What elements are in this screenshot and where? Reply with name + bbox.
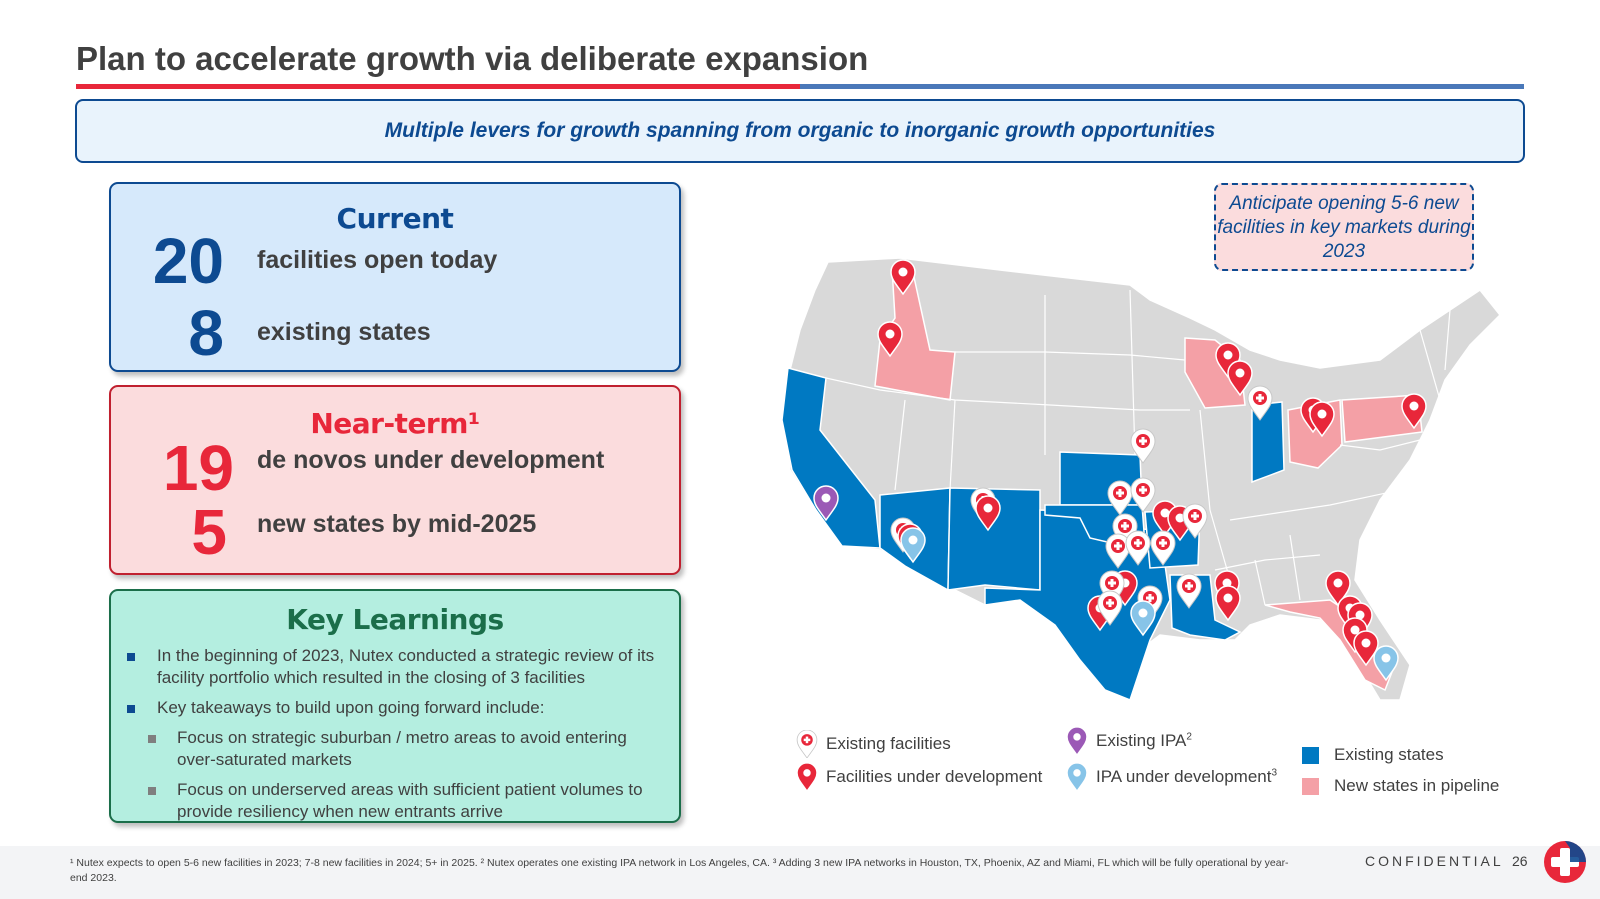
growth-banner: Multiple levers for growth spanning from… (75, 99, 1525, 163)
page-number: 26 (1512, 853, 1528, 869)
list-item: Focus on underserved areas with sufficie… (125, 779, 665, 823)
existing-ipa-pin-icon (1066, 727, 1088, 755)
list-item: Key takeaways to build upon going forwar… (125, 697, 665, 719)
legend-label: Facilities under development (826, 767, 1043, 786)
key-learnings-card: Key Learnings In the beginning of 2023, … (109, 589, 681, 823)
facility-dev-pin-icon (796, 763, 818, 791)
anticipate-callout: Anticipate opening 5-6 new facilities in… (1214, 183, 1474, 271)
existing-states-count: 8 (188, 297, 224, 369)
state-new-mexico (947, 487, 1041, 591)
facilities-open-count: 20 (152, 225, 224, 297)
state-borders (825, 289, 1451, 606)
legend-existing-facilities: Existing facilities (796, 730, 951, 758)
de-novos-count: 19 (162, 432, 234, 504)
legend-existing-states: Existing states (1302, 745, 1444, 765)
new-states-count: 5 (191, 496, 227, 568)
existing-states-label: existing states (257, 318, 431, 346)
legend-label: Existing facilities (826, 734, 951, 753)
legend-ipa-under-development: IPA under development3 (1066, 763, 1277, 791)
title-underline (76, 84, 1524, 89)
near-term-heading: Near-term¹ (310, 407, 480, 440)
existing-states-swatch (1302, 746, 1319, 764)
footer (0, 846, 1600, 899)
legend-label: Existing IPA2 (1096, 731, 1192, 750)
legend-facilities-under-development: Facilities under development (796, 763, 1042, 791)
legend-label: IPA under development3 (1096, 767, 1278, 786)
state-indiana (1251, 401, 1285, 484)
key-learnings-heading: Key Learnings (286, 603, 504, 636)
near-term-card: Near-term¹ 19 de novos under development… (109, 385, 681, 575)
list-item: In the beginning of 2023, Nutex conducte… (125, 645, 665, 689)
legend-new-states-in-pipeline: New states in pipeline (1302, 776, 1499, 796)
us-map (781, 257, 1502, 702)
page-title: Plan to accelerate growth via deliberate… (76, 40, 869, 77)
list-item: Focus on strategic suburban / metro area… (125, 727, 665, 771)
existing-facility-pin-icon (796, 730, 818, 758)
de-novos-label: de novos under development (257, 446, 605, 474)
key-learnings-list: In the beginning of 2023, Nutex conducte… (125, 645, 665, 831)
state-california (781, 367, 881, 549)
legend-existing-ipa: Existing IPA2 (1066, 727, 1192, 755)
ipa-dev-pin-icon (1066, 763, 1088, 791)
facilities-open-label: facilities open today (257, 246, 498, 274)
new-states-label: new states by mid-2025 (257, 510, 537, 538)
legend-label: Existing states (1334, 745, 1444, 764)
nutex-logo-icon (1544, 841, 1586, 883)
current-heading: Current (336, 202, 454, 235)
legend-label: New states in pipeline (1334, 776, 1500, 795)
pipeline-states-swatch (1302, 777, 1319, 795)
current-card: Current 20 facilities open today 8 exist… (109, 182, 681, 372)
footnote: ¹ Nutex expects to open 5-6 new faciliti… (70, 857, 1289, 884)
confidential-label: CONFIDENTIAL (1365, 853, 1504, 869)
